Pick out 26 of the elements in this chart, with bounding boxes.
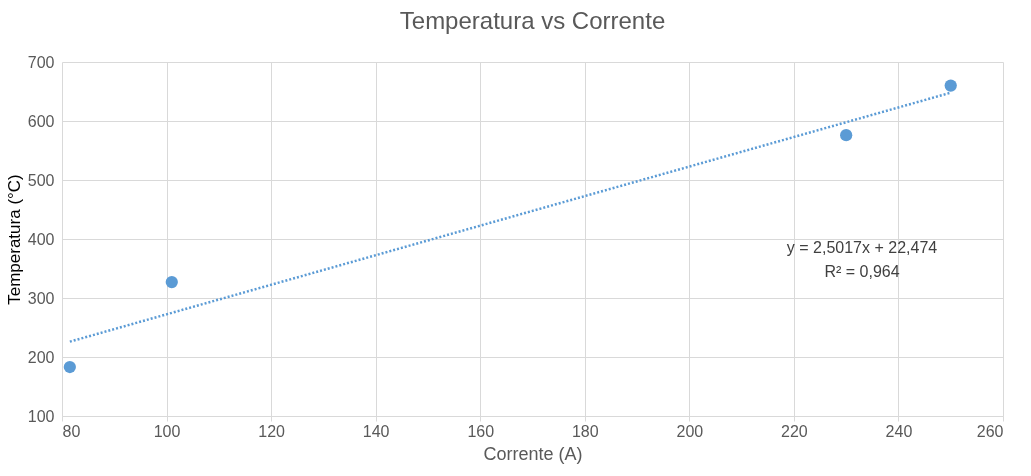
y-tick-label: 300: [27, 289, 55, 307]
y-tick-label: 200: [27, 348, 55, 366]
point: [944, 79, 957, 92]
x-tick-label: 100: [153, 422, 181, 440]
y-tick-label: 100: [27, 407, 55, 425]
x-tick-label: 160: [467, 422, 495, 440]
point: [840, 129, 853, 142]
annotation: R² = 0,964: [824, 263, 900, 280]
x-tick-label: 120: [258, 422, 286, 440]
x-tick-label: 80: [62, 422, 81, 440]
x-tick-label: 180: [571, 422, 599, 440]
y-tick-label: 600: [27, 112, 55, 130]
x-tick-label: 260: [976, 422, 1004, 440]
point: [63, 360, 76, 374]
y-tick-label: 400: [27, 230, 55, 248]
y-tick-label: 500: [27, 171, 55, 189]
x-axis-title: Corrente (A): [483, 443, 583, 464]
point: [165, 275, 178, 289]
annotation: y = 2,5017x + 22,474: [786, 239, 938, 256]
x-tick-label: 220: [781, 422, 808, 440]
y-tick-label: 700: [27, 53, 55, 71]
x-tick-label: 240: [885, 422, 913, 440]
x-tick-label: 200: [676, 422, 704, 440]
x-tick-label: 140: [362, 422, 390, 440]
chart-title: Temperatura vs Corrente: [399, 7, 666, 34]
y-axis-title: Temperatura (°C): [4, 174, 24, 305]
